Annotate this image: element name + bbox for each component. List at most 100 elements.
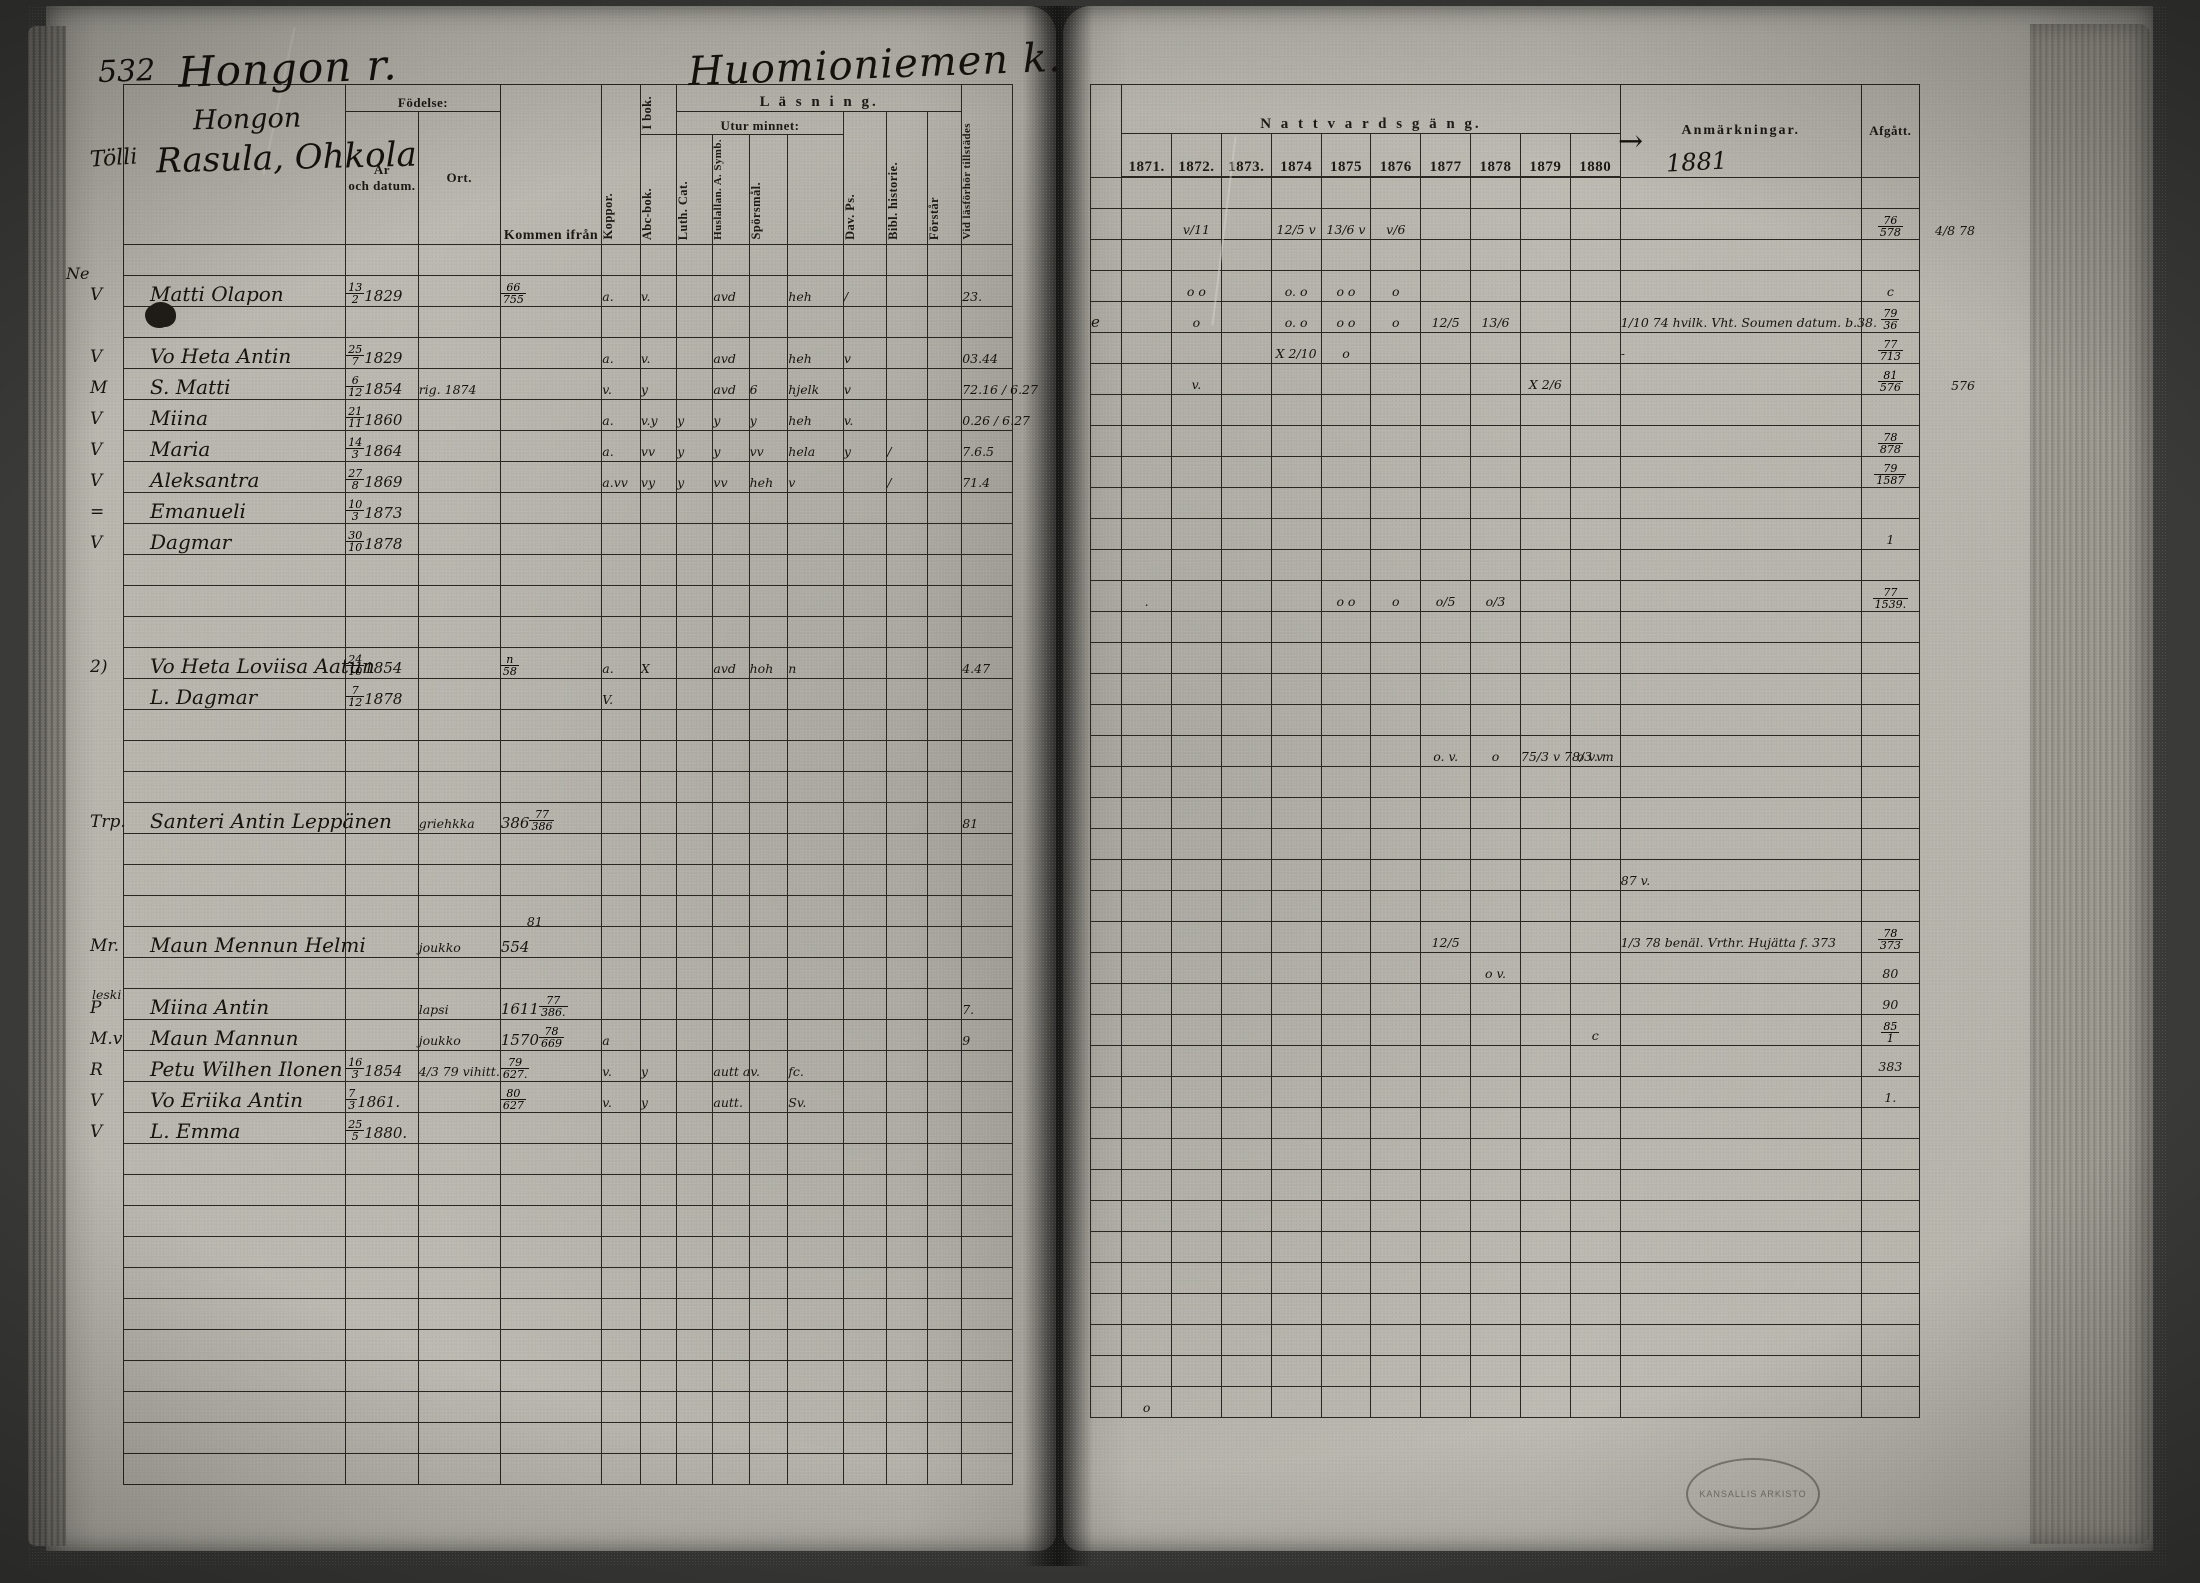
cell-row-marker bbox=[1089, 394, 1123, 426]
cell-name: V Miina bbox=[90, 398, 347, 431]
cell-anmarkningar bbox=[1619, 797, 1862, 829]
table-row bbox=[1089, 1324, 1921, 1356]
cell-huslallan bbox=[748, 894, 789, 927]
cell-kommen-ifran bbox=[499, 305, 603, 338]
cell-communion-1876 bbox=[1370, 1262, 1422, 1294]
cell-kommen-ifran bbox=[499, 894, 603, 927]
cell-afgatt bbox=[1860, 642, 1921, 674]
cell-communion-1875: 13/6 v bbox=[1320, 208, 1372, 240]
cell-huslallan bbox=[748, 677, 789, 710]
cell-communion-1880 bbox=[1569, 1107, 1621, 1139]
cell-communion-1873 bbox=[1220, 704, 1272, 736]
cell-biblhist bbox=[886, 522, 929, 555]
cell-abcbok bbox=[676, 305, 714, 338]
cell-communion-1877 bbox=[1420, 890, 1472, 922]
cell-vidlas bbox=[961, 305, 1013, 338]
cell-name bbox=[122, 1142, 347, 1175]
cell-abcbok bbox=[676, 1297, 714, 1330]
cell-forstar bbox=[927, 956, 963, 989]
cell-birth-date: 24 10 1854 bbox=[345, 646, 419, 679]
cell-communion-1880 bbox=[1569, 456, 1621, 488]
cell-communion-1875 bbox=[1320, 890, 1372, 922]
cell-birth-place bbox=[417, 863, 501, 896]
cell-communion-1874 bbox=[1270, 1293, 1322, 1325]
cell-anmarkningar bbox=[1619, 425, 1862, 457]
row-mark: Trp. bbox=[90, 811, 126, 832]
person-name bbox=[124, 778, 150, 802]
cell-davps bbox=[842, 863, 888, 896]
cell-forstar bbox=[927, 243, 963, 276]
person-name bbox=[124, 902, 150, 926]
cell-vidlas: 4.47 bbox=[961, 646, 1013, 679]
cell-luthcat bbox=[712, 832, 750, 865]
cell-koppor: v. bbox=[601, 1080, 641, 1113]
cell-davps bbox=[842, 553, 888, 586]
cell-kommen-ifran: 386 77 386 bbox=[499, 801, 603, 834]
cell-communion-1877 bbox=[1420, 1107, 1472, 1139]
cell-luthcat: autt av. bbox=[712, 1049, 760, 1082]
cell-communion-1879 bbox=[1519, 549, 1571, 581]
table-row: M S. Matti 6 12 1854 rig. 1874 v. y avd 6 hjelk v 72… bbox=[90, 367, 1038, 400]
cell-communion-1876 bbox=[1370, 1076, 1422, 1108]
cell-ibok bbox=[639, 1390, 678, 1423]
cell-birth-place bbox=[417, 1111, 501, 1144]
cell-communion-1872 bbox=[1171, 704, 1222, 736]
cell-communion-1878 bbox=[1470, 208, 1521, 240]
cell-communion-1876 bbox=[1370, 797, 1422, 829]
cell-abcbok bbox=[676, 584, 714, 617]
cell-afgatt bbox=[1860, 704, 1921, 736]
cell-afgatt bbox=[1860, 177, 1921, 209]
cell-vidlas bbox=[961, 1359, 1013, 1392]
cell-birth-date bbox=[345, 553, 419, 586]
cell-anmarkningar bbox=[1619, 1169, 1862, 1201]
cell-communion-1879 bbox=[1519, 1107, 1571, 1139]
cell-communion-1874 bbox=[1270, 363, 1322, 395]
cell-row-marker bbox=[1089, 797, 1123, 829]
cell-communion-1875 bbox=[1320, 952, 1372, 984]
cell-sporsmal bbox=[787, 553, 844, 586]
cell-communion-1871 bbox=[1121, 890, 1172, 922]
cell-koppor bbox=[601, 739, 641, 772]
cell-huslallan bbox=[748, 274, 789, 307]
cell-birth-place bbox=[417, 398, 501, 431]
cell-forstar bbox=[927, 708, 963, 741]
cell-communion-1872 bbox=[1171, 766, 1222, 798]
col-header-year-1876: 1876 bbox=[1370, 133, 1422, 177]
cell-afgatt: 383 bbox=[1860, 1045, 1921, 1077]
cell-forstar bbox=[927, 615, 963, 648]
cell-anmarkningar bbox=[1619, 239, 1862, 271]
cell-birth-date bbox=[345, 1297, 419, 1330]
cell-huslallan bbox=[748, 925, 789, 958]
cell-communion-1877 bbox=[1420, 270, 1472, 302]
person-name bbox=[124, 251, 150, 275]
cell-communion-1874 bbox=[1270, 735, 1322, 767]
cell-birth-date bbox=[345, 894, 419, 927]
person-name bbox=[124, 1367, 150, 1391]
cell-abcbok bbox=[676, 1018, 714, 1051]
cell-communion-1873 bbox=[1220, 1355, 1272, 1387]
cell-communion-1878 bbox=[1470, 1014, 1521, 1046]
cell-communion-1879 bbox=[1519, 1169, 1571, 1201]
cell-sporsmal bbox=[787, 584, 844, 617]
cell-communion-1878 bbox=[1470, 1324, 1521, 1356]
cell-communion-1872 bbox=[1171, 1386, 1222, 1418]
cell-koppor bbox=[601, 491, 641, 524]
cell-ibok bbox=[639, 243, 678, 276]
cell-afgatt bbox=[1860, 766, 1921, 798]
cell-biblhist bbox=[886, 1297, 929, 1330]
cell-sporsmal bbox=[787, 677, 844, 710]
cell-vidlas: 23. bbox=[961, 274, 1013, 307]
cell-biblhist bbox=[886, 243, 929, 276]
cell-communion-1879: 75/3 v 78/3 v bbox=[1519, 735, 1603, 767]
cell-communion-1879 bbox=[1519, 704, 1571, 736]
cell-birth-date bbox=[345, 1204, 419, 1237]
cell-anmarkningar bbox=[1619, 1386, 1862, 1418]
cell-communion-1879 bbox=[1519, 921, 1571, 953]
cell-communion-1878 bbox=[1470, 828, 1521, 860]
cell-abcbok: y bbox=[676, 398, 714, 431]
cell-birth-date: 13 2 1829 bbox=[345, 274, 419, 307]
cell-huslallan bbox=[748, 956, 789, 989]
cell-afgatt bbox=[1860, 239, 1921, 271]
cell-huslallan bbox=[748, 336, 789, 369]
cell-birth-date bbox=[345, 1359, 419, 1392]
